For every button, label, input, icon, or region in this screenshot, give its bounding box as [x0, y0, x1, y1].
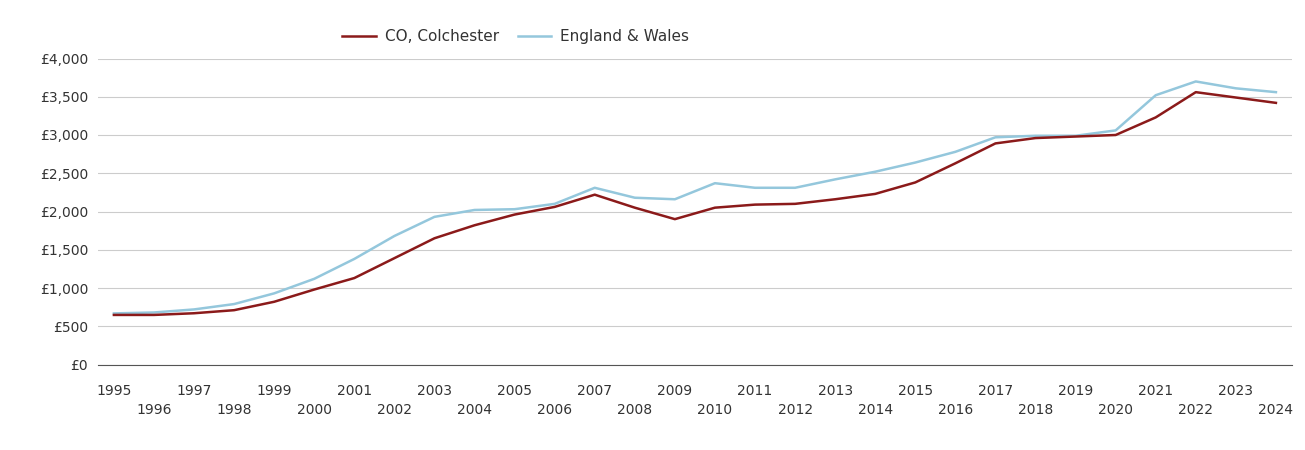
CO, Colchester [467, 223, 483, 228]
England & Wales [1268, 90, 1284, 95]
CO, Colchester [506, 212, 522, 217]
Text: 2008: 2008 [617, 403, 652, 418]
Text: 2023: 2023 [1219, 384, 1253, 398]
CO, Colchester [386, 256, 402, 261]
England & Wales [1108, 128, 1124, 133]
Text: 2007: 2007 [577, 384, 612, 398]
CO, Colchester [1228, 95, 1244, 100]
CO, Colchester [226, 307, 241, 313]
Text: 2005: 2005 [497, 384, 532, 398]
England & Wales [748, 185, 763, 190]
England & Wales [547, 201, 562, 207]
CO, Colchester [626, 205, 642, 210]
Text: 1997: 1997 [176, 384, 211, 398]
Text: 2010: 2010 [697, 403, 732, 418]
CO, Colchester [707, 205, 723, 210]
England & Wales [1188, 79, 1203, 84]
England & Wales [907, 160, 923, 165]
CO, Colchester [1148, 115, 1164, 120]
CO, Colchester [1027, 135, 1043, 141]
England & Wales [506, 207, 522, 212]
CO, Colchester [748, 202, 763, 207]
England & Wales [307, 276, 322, 282]
CO, Colchester [307, 287, 322, 292]
Text: 2000: 2000 [296, 403, 331, 418]
CO, Colchester [106, 312, 121, 318]
England & Wales [106, 310, 121, 316]
England & Wales [1067, 133, 1083, 139]
England & Wales [187, 307, 202, 312]
England & Wales [347, 256, 363, 261]
Text: 2002: 2002 [377, 403, 412, 418]
Text: 2018: 2018 [1018, 403, 1053, 418]
Text: 2024: 2024 [1258, 403, 1293, 418]
Text: 1995: 1995 [97, 384, 132, 398]
England & Wales [868, 169, 883, 175]
England & Wales [467, 207, 483, 213]
England & Wales [226, 302, 241, 307]
Line: CO, Colchester: CO, Colchester [114, 92, 1276, 315]
England & Wales [827, 177, 843, 182]
CO, Colchester [1067, 134, 1083, 139]
CO, Colchester [1108, 132, 1124, 138]
Text: 2003: 2003 [418, 384, 452, 398]
CO, Colchester [427, 236, 442, 241]
England & Wales [427, 214, 442, 220]
Text: 2011: 2011 [737, 384, 773, 398]
Text: 2009: 2009 [658, 384, 693, 398]
Text: 2004: 2004 [457, 403, 492, 418]
CO, Colchester [787, 201, 803, 207]
Text: 2006: 2006 [538, 403, 572, 418]
Text: 1996: 1996 [136, 403, 172, 418]
England & Wales [587, 185, 603, 190]
CO, Colchester [868, 191, 883, 197]
Text: 2020: 2020 [1098, 403, 1133, 418]
CO, Colchester [347, 275, 363, 281]
Text: 2017: 2017 [977, 384, 1013, 398]
England & Wales [146, 310, 162, 315]
CO, Colchester [667, 216, 683, 222]
England & Wales [386, 233, 402, 238]
CO, Colchester [187, 310, 202, 316]
Text: 2012: 2012 [778, 403, 813, 418]
CO, Colchester [146, 312, 162, 318]
Text: 2022: 2022 [1178, 403, 1214, 418]
CO, Colchester [988, 141, 1004, 146]
Text: 2015: 2015 [898, 384, 933, 398]
England & Wales [707, 180, 723, 186]
Text: 1999: 1999 [256, 384, 292, 398]
CO, Colchester [827, 197, 843, 202]
England & Wales [1027, 133, 1043, 139]
CO, Colchester [1268, 100, 1284, 106]
England & Wales [988, 135, 1004, 140]
CO, Colchester [547, 204, 562, 210]
Text: 1998: 1998 [217, 403, 252, 418]
England & Wales [947, 149, 963, 154]
England & Wales [787, 185, 803, 190]
Text: 2019: 2019 [1058, 384, 1094, 398]
England & Wales [1228, 86, 1244, 91]
Text: 2016: 2016 [938, 403, 974, 418]
England & Wales [626, 195, 642, 200]
CO, Colchester [947, 161, 963, 166]
Legend: CO, Colchester, England & Wales: CO, Colchester, England & Wales [337, 23, 696, 50]
Text: 2021: 2021 [1138, 384, 1173, 398]
England & Wales [1148, 93, 1164, 98]
Line: England & Wales: England & Wales [114, 81, 1276, 313]
CO, Colchester [266, 299, 282, 305]
Text: 2013: 2013 [818, 384, 852, 398]
England & Wales [667, 197, 683, 202]
CO, Colchester [587, 192, 603, 198]
Text: 2014: 2014 [857, 403, 893, 418]
England & Wales [266, 291, 282, 296]
CO, Colchester [907, 180, 923, 185]
CO, Colchester [1188, 90, 1203, 95]
Text: 2001: 2001 [337, 384, 372, 398]
